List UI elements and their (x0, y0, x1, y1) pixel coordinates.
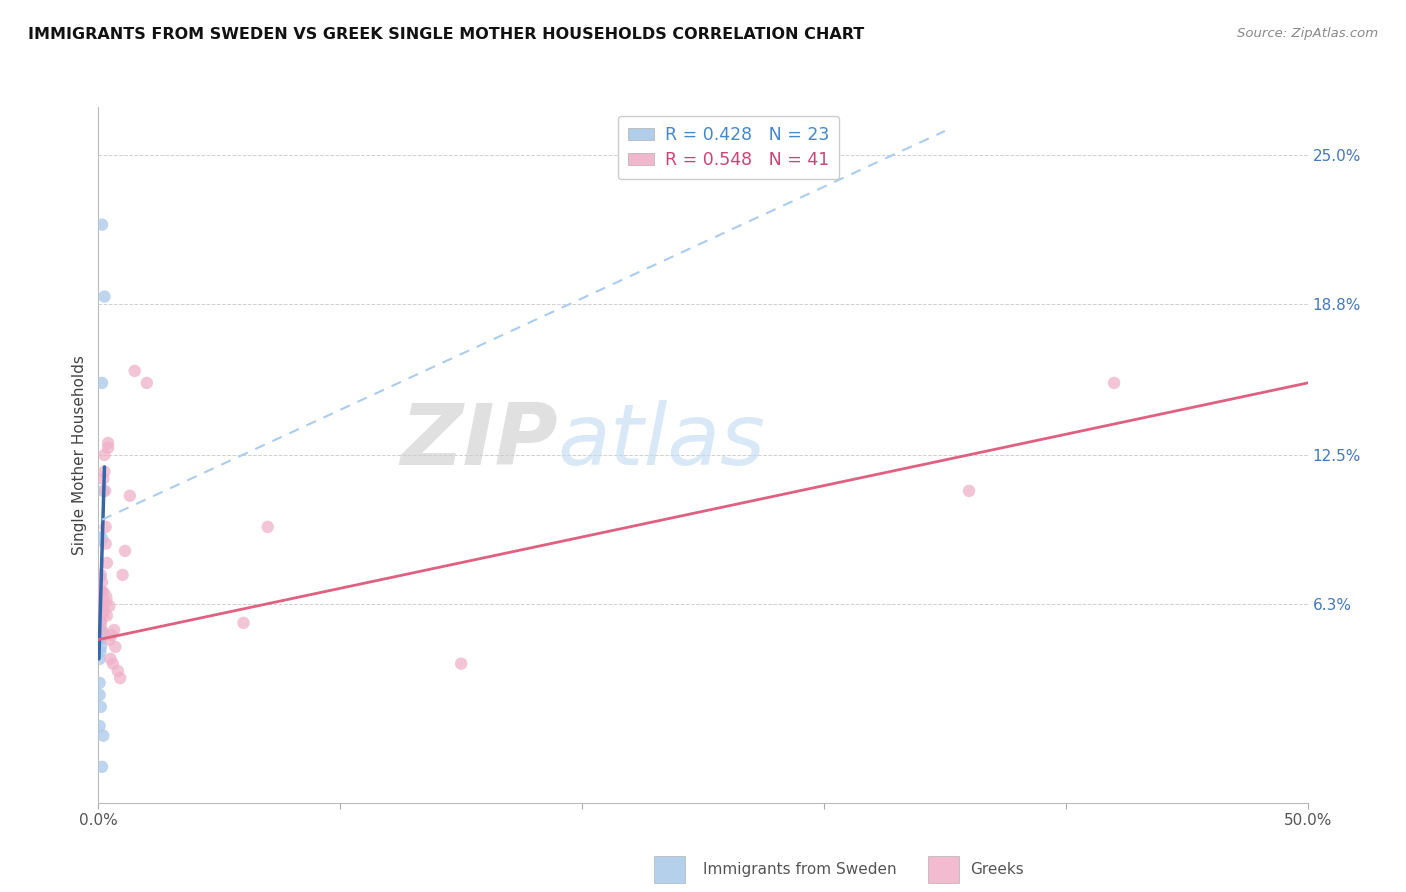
Point (91, 591, 114, 606)
Point (89, 676, 111, 690)
Point (256, 520, 278, 534)
Point (124, 364, 146, 378)
Point (94, 483, 117, 498)
Point (90, 640, 112, 654)
Point (91, 760, 114, 774)
Point (94, 537, 117, 551)
Text: IMMIGRANTS FROM SWEDEN VS GREEK SINGLE MOTHER HOUSEHOLDS CORRELATION CHART: IMMIGRANTS FROM SWEDEN VS GREEK SINGLE M… (28, 27, 865, 42)
Point (91, 608, 114, 623)
Point (89, 652, 111, 666)
Point (96, 556, 118, 570)
Point (111, 567, 134, 582)
Point (89, 584, 111, 599)
Point (104, 640, 127, 654)
Point (103, 623, 125, 637)
Point (94, 520, 117, 534)
Point (100, 652, 122, 666)
Point (90, 699, 112, 714)
Point (89, 632, 111, 647)
Point (118, 489, 141, 503)
Text: Source: ZipAtlas.com: Source: ZipAtlas.com (1237, 27, 1378, 40)
Point (89, 688, 111, 702)
Point (107, 664, 129, 678)
Point (93, 604, 115, 618)
Point (91, 218, 114, 232)
Point (98, 599, 121, 613)
Point (957, 483, 980, 498)
Text: atlas: atlas (558, 400, 766, 483)
Y-axis label: Single Mother Households: Single Mother Households (72, 355, 87, 555)
Point (89, 604, 111, 618)
Point (90, 532, 112, 546)
Text: ZIP: ZIP (401, 400, 558, 483)
Point (89, 623, 111, 637)
Point (90, 567, 112, 582)
Point (97, 441, 120, 455)
Point (89, 719, 111, 733)
Point (101, 657, 124, 671)
Point (91, 483, 114, 498)
Point (100, 628, 122, 642)
Point (90, 599, 112, 613)
Point (93, 465, 115, 479)
Point (89, 570, 111, 584)
Text: Immigrants from Sweden: Immigrants from Sweden (703, 863, 897, 877)
Point (89, 615, 111, 630)
Point (89, 597, 111, 611)
Point (91, 729, 114, 743)
Point (96, 608, 118, 623)
Point (93, 448, 115, 462)
Text: Greeks: Greeks (970, 863, 1024, 877)
Point (89, 608, 111, 623)
Point (91, 376, 114, 390)
Point (89, 628, 111, 642)
Point (98, 632, 121, 647)
Point (89, 591, 111, 606)
Legend: R = 0.428   N = 23, R = 0.548   N = 41: R = 0.428 N = 23, R = 0.548 N = 41 (617, 116, 839, 179)
Point (90, 615, 112, 630)
Point (89, 604, 111, 618)
Point (1102, 376, 1125, 390)
Point (91, 472, 114, 486)
Point (97, 436, 120, 450)
Point (89, 645, 111, 659)
Point (450, 657, 472, 671)
Point (114, 544, 136, 558)
Point (108, 671, 131, 685)
Point (89, 584, 111, 599)
Point (91, 575, 114, 590)
Point (91, 623, 114, 637)
Point (135, 376, 157, 390)
Point (93, 289, 115, 303)
Point (91, 584, 114, 599)
Point (232, 615, 254, 630)
